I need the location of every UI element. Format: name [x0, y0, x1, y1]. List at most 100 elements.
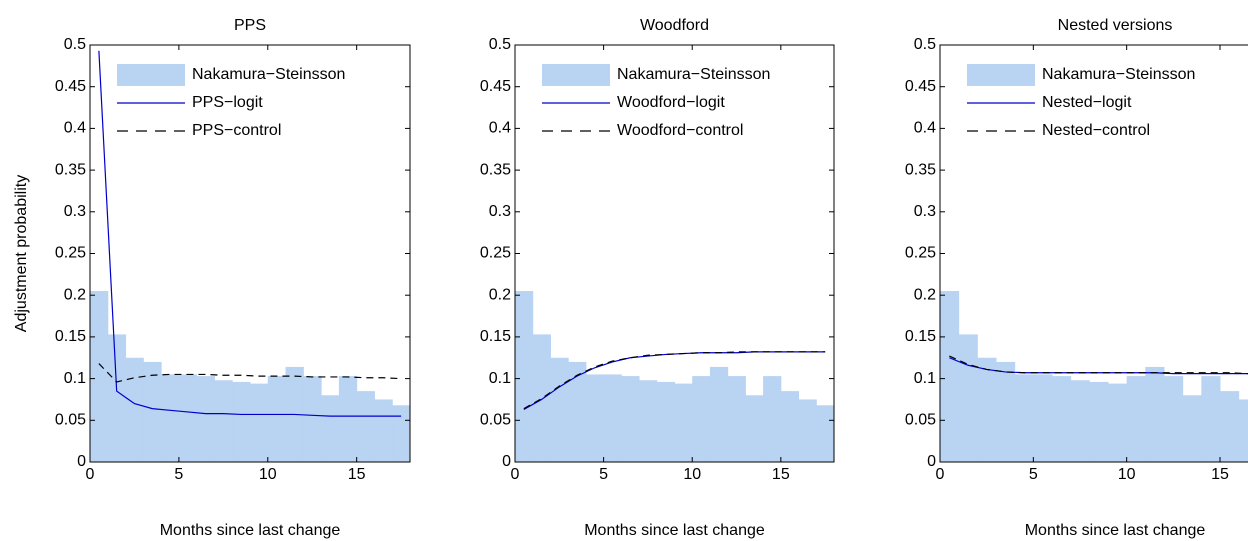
bar: [267, 376, 287, 462]
bar: [568, 361, 587, 462]
bar: [196, 376, 215, 462]
y-tick-label: 0.3: [489, 203, 511, 220]
x-tick-label: 0: [86, 466, 95, 483]
bar: [656, 381, 675, 462]
bar: [603, 374, 622, 462]
bar: [1033, 374, 1053, 462]
bar: [232, 381, 251, 462]
bar: [585, 374, 605, 462]
legend-swatch: [967, 64, 1035, 86]
bar: [356, 391, 375, 462]
chart-title: PPS: [234, 17, 266, 34]
bar: [550, 357, 569, 462]
bar: [321, 395, 340, 462]
bar: [143, 361, 162, 462]
bar: [1052, 376, 1072, 462]
bar: [214, 380, 233, 462]
x-tick-label: 5: [174, 466, 183, 483]
y-tick-label: 0.4: [489, 120, 511, 137]
y-tick-label: 0.5: [64, 36, 86, 53]
bar: [161, 374, 180, 462]
legend-label: Nested−logit: [1042, 94, 1132, 111]
y-tick-label: 0.45: [55, 78, 86, 95]
y-tick-label: 0.1: [489, 370, 511, 387]
y-tick-label: 0.15: [480, 328, 511, 345]
bar: [621, 376, 640, 462]
y-tick-label: 0.1: [64, 370, 86, 387]
bar: [1108, 383, 1128, 462]
bar: [727, 376, 746, 462]
bar: [250, 383, 269, 462]
bar: [1201, 376, 1221, 462]
line-series: [523, 351, 826, 410]
x-axis-label: Months since last change: [1025, 522, 1206, 539]
y-tick-label: 0.35: [905, 161, 936, 178]
bar: [763, 376, 782, 462]
bar: [940, 291, 960, 462]
bar: [515, 291, 534, 462]
y-axis-label: Adjustment probability: [13, 175, 30, 332]
legend-label: PPS−logit: [192, 94, 263, 111]
bar: [1070, 380, 1090, 462]
bar: [107, 334, 127, 462]
y-tick-label: 0.2: [489, 286, 511, 303]
line-series: [949, 355, 1248, 375]
bar: [338, 376, 358, 462]
line-series: [98, 363, 402, 383]
x-tick-label: 10: [683, 466, 701, 483]
bar: [674, 383, 693, 462]
legend-label: Nakamura−Steinsson: [192, 66, 345, 83]
y-tick-label: 0.25: [480, 245, 511, 262]
y-tick-label: 0.05: [480, 412, 511, 429]
bar: [90, 291, 109, 462]
bar: [1182, 395, 1202, 462]
bar: [1145, 366, 1165, 462]
x-axis-label: Months since last change: [584, 522, 765, 539]
legend-label: Woodford−logit: [617, 94, 725, 111]
x-tick-label: 0: [936, 466, 945, 483]
y-tick-label: 0.35: [480, 161, 511, 178]
bar: [709, 366, 729, 462]
bar: [532, 334, 551, 462]
bar: [780, 391, 800, 462]
bar: [1014, 374, 1034, 462]
y-tick-label: 0.45: [905, 78, 936, 95]
bar: [798, 399, 817, 462]
bar: [639, 380, 658, 462]
bar: [178, 374, 198, 462]
bar: [303, 376, 322, 462]
y-tick-label: 0.1: [914, 370, 936, 387]
y-tick-label: 0: [77, 453, 86, 470]
bar: [392, 405, 411, 462]
bar: [1089, 381, 1109, 462]
y-tick-label: 0: [502, 453, 511, 470]
bar: [958, 334, 978, 462]
y-tick-label: 0: [927, 453, 936, 470]
x-tick-label: 15: [772, 466, 790, 483]
chart-title: Nested versions: [1058, 17, 1173, 34]
bar: [692, 376, 711, 462]
bar: [816, 405, 835, 462]
x-axis-label: Months since last change: [160, 522, 341, 539]
y-tick-label: 0.25: [905, 245, 936, 262]
y-tick-label: 0.3: [914, 203, 936, 220]
bar: [996, 361, 1016, 462]
y-tick-label: 0.35: [55, 161, 86, 178]
y-tick-label: 0.2: [64, 286, 86, 303]
y-tick-label: 0.25: [55, 245, 86, 262]
legend-label: Nakamura−Steinsson: [617, 66, 770, 83]
y-tick-label: 0.4: [64, 120, 86, 137]
line-series: [98, 50, 402, 417]
x-tick-label: 10: [259, 466, 277, 483]
x-tick-label: 5: [599, 466, 608, 483]
x-tick-label: 15: [348, 466, 366, 483]
bar: [745, 395, 764, 462]
legend-label: Nakamura−Steinsson: [1042, 66, 1195, 83]
x-tick-label: 0: [511, 466, 520, 483]
legend-label: Woodford−control: [617, 122, 743, 139]
x-tick-label: 5: [1029, 466, 1038, 483]
bar: [977, 357, 997, 462]
bar: [1164, 376, 1184, 462]
bar: [1238, 399, 1248, 462]
y-tick-label: 0.5: [914, 36, 936, 53]
